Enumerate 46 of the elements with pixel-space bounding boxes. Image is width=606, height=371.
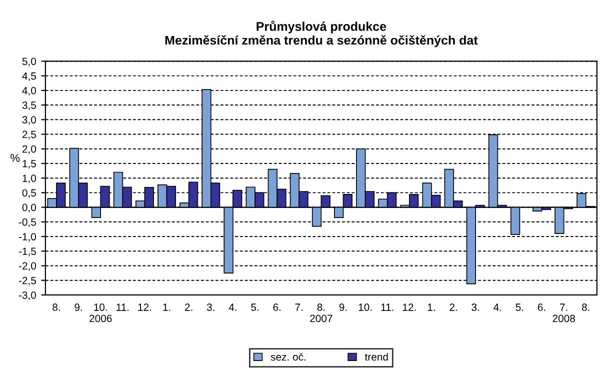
x-tick-label: 7.: [295, 304, 303, 311]
x-tick-label: 3.: [206, 304, 214, 311]
x-tick-label: 8.: [52, 304, 60, 311]
y-tick-label: 4,0: [22, 86, 36, 96]
x-tick-label: 2.: [450, 304, 457, 311]
x-tick-label: 6.: [273, 304, 280, 311]
x-tick-label: 10.: [358, 304, 372, 311]
x-tick-label: 4.: [228, 304, 236, 311]
y-tick-label: 0,5: [22, 189, 36, 198]
x-tick-label: 12.: [402, 304, 416, 311]
y-tick-label: -2,0: [18, 262, 36, 271]
x-tick-label: 1.: [163, 304, 170, 311]
chart-title: Průmyslová produkce Meziměsíční změna trendu a sezónně očištěných dat: [165, 20, 478, 48]
y-tick-label: -1,0: [18, 233, 36, 242]
x-tick-label: 7. 2008: [552, 304, 575, 322]
x-tick-label: 8.: [582, 304, 590, 311]
y-tick-label: 3,5: [22, 102, 36, 110]
x-tick-label: 12.: [138, 304, 152, 311]
x-tick-label: 6.: [538, 304, 546, 311]
y-tick-label: 2,5: [22, 130, 36, 140]
x-tick-label: 5.: [251, 304, 258, 311]
y-tick-label: -0,5: [18, 218, 36, 228]
legend-label: trend: [364, 352, 388, 361]
x-tick-label: 5.: [516, 304, 524, 311]
y-tick-label: 5,0: [22, 58, 36, 66]
x-tick-label: 4.: [494, 304, 502, 311]
y-tick-label: 1,0: [22, 174, 36, 184]
y-tick-label: -1,5: [18, 248, 36, 256]
x-tick-label: 3.: [472, 304, 479, 311]
x-tick-label: 2.: [185, 304, 192, 311]
x-tick-label: 8. 2007: [310, 304, 332, 322]
y-tick-label: 1,5: [22, 160, 36, 169]
x-tick-label: 1.: [428, 304, 435, 311]
y-tick-label: 0,0: [22, 204, 36, 212]
y-tick-label: 3,0: [22, 116, 36, 125]
y-tick-label: 4,5: [22, 72, 36, 81]
y-tick-label: 2,0: [22, 145, 36, 154]
y-tick-label: -3,0: [18, 291, 36, 300]
legend-label: sez. oč.: [270, 352, 306, 361]
y-tick-label: -2,5: [18, 276, 36, 286]
y-axis-title: %: [10, 154, 20, 162]
x-tick-label: 11.: [116, 304, 129, 311]
x-tick-label: 11.: [381, 304, 394, 311]
x-tick-label: 10. 2006: [90, 304, 112, 322]
x-tick-label: 9.: [74, 304, 82, 311]
x-tick-label: 9.: [339, 304, 347, 311]
